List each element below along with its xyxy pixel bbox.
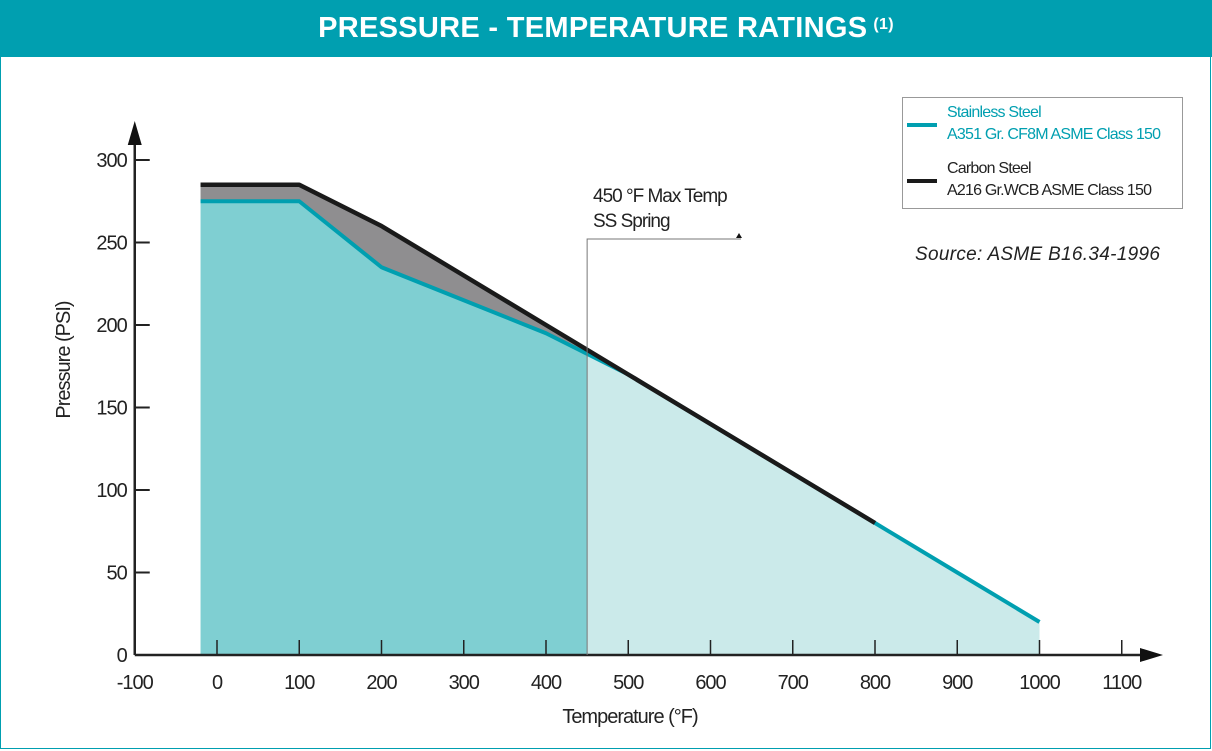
legend-swatch-stainless [907, 123, 937, 127]
x-tick-label: 1000 [1019, 672, 1060, 694]
source-note: Source: ASME B16.34-1996 [915, 244, 1161, 265]
max-temp-marker-line [586, 238, 741, 655]
x-axis-label: Temperature (°F) [562, 706, 698, 728]
x-tick-label: 100 [284, 672, 315, 694]
chart-frame [0, 57, 1211, 749]
y-tick-label: 0 [117, 645, 128, 667]
x-tick-label: 400 [531, 672, 562, 694]
legend-label-stainless-1: Stainless Steel [947, 104, 1042, 121]
y-tick-label: 150 [96, 398, 127, 420]
chart-title: PRESSURE - TEMPERATURE RATINGS [318, 12, 868, 44]
legend-label-carbon-1: Carbon Steel [947, 160, 1032, 177]
legend-swatch-carbon [907, 179, 937, 183]
x-tick-label: 500 [613, 672, 644, 694]
annotation-line1: 450 °F Max Temp [593, 186, 728, 207]
chart-title-banner: PRESSURE - TEMPERATURE RATINGS (1) [0, 0, 1212, 57]
y-tick-label: 200 [96, 315, 127, 337]
y-axis-label: Pressure (PSI) [53, 301, 75, 418]
x-tick-label: 300 [449, 672, 480, 694]
y-axis-arrow-icon [127, 121, 142, 145]
legend-label-carbon-2: A216 Gr.WCB ASME Class 150 [947, 182, 1152, 199]
ss-area-below-max-temp [200, 201, 588, 655]
y-tick-label: 300 [96, 150, 127, 172]
x-tick-label: 800 [860, 672, 891, 694]
annotation-line2: SS Spring [593, 211, 671, 232]
y-tick-label: 250 [96, 233, 127, 255]
legend: Stainless Steel A351 Gr. CF8M ASME Class… [902, 97, 1183, 209]
x-tick-label: 700 [778, 672, 809, 694]
title-footnote: (1) [873, 15, 894, 33]
y-tick-label: 100 [96, 480, 127, 502]
x-tick-label: 900 [942, 672, 973, 694]
legend-label-stainless-2: A351 Gr. CF8M ASME Class 150 [947, 126, 1161, 143]
x-tick-label: -100 [117, 672, 154, 694]
x-tick-label: 200 [366, 672, 397, 694]
max-temp-annotation: 450 °F Max Temp SS Spring [593, 184, 728, 234]
ss-area-above-max-temp [587, 353, 1040, 655]
max-temp-marker-arrow-icon [736, 233, 742, 238]
x-tick-label: 600 [695, 672, 726, 694]
x-tick-label: 1100 [1102, 672, 1142, 694]
y-tick-label: 50 [107, 563, 128, 585]
x-tick-label: 0 [212, 672, 223, 694]
x-axis-arrow-icon [1140, 648, 1163, 662]
